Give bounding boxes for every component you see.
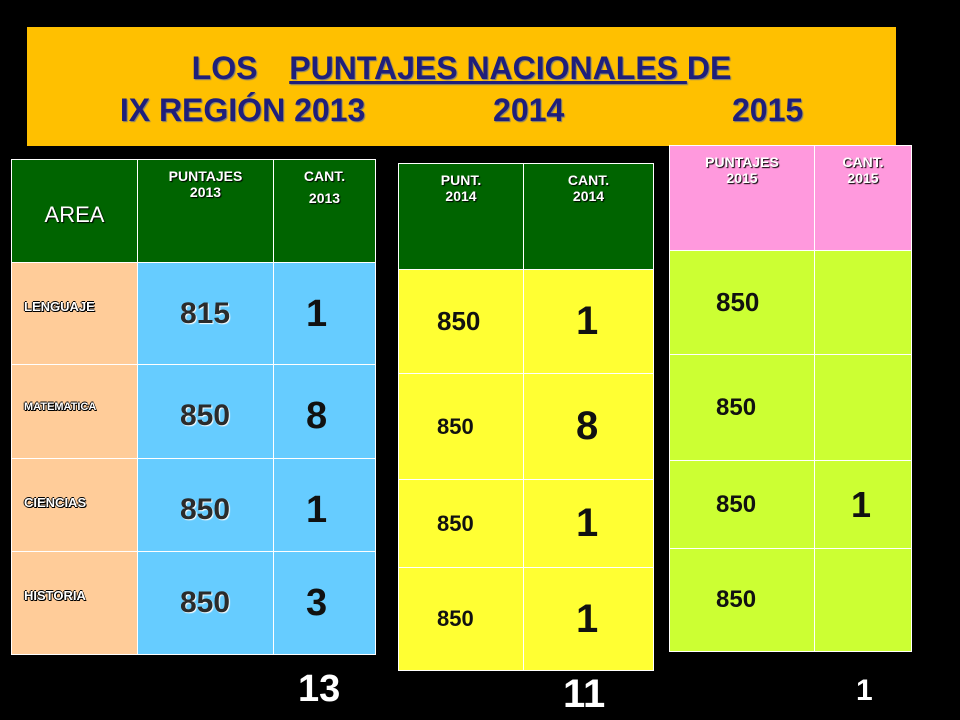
count-2013-header: CANT. 2013 xyxy=(273,159,376,263)
table-row: 850 8 xyxy=(398,373,654,480)
area-matematica: MATEMATICA xyxy=(11,364,138,459)
table-row: 850 1 xyxy=(398,479,654,568)
score-2013: 850 xyxy=(137,458,274,552)
title-puntajes-nacionales: PUNTAJES NACIONALES xyxy=(289,50,687,86)
score-2013-header: PUNTAJES 2013 xyxy=(137,159,274,263)
table-row: 850 1 xyxy=(398,269,654,374)
table-row: 850 xyxy=(669,548,912,652)
count-2015: 1 xyxy=(814,460,912,549)
count-2014: 1 xyxy=(523,269,654,374)
count-2015 xyxy=(814,250,912,355)
score-2015: 850 xyxy=(669,548,815,652)
table-row: 850 xyxy=(669,250,912,355)
count-2015 xyxy=(814,354,912,461)
score-2013: 850 xyxy=(137,364,274,459)
count-2013: 8 xyxy=(273,364,376,459)
count-2013: 3 xyxy=(273,551,376,655)
table-row: HISTORIA 850 3 xyxy=(11,551,376,655)
title-de: DE xyxy=(686,50,732,86)
score-2014: 850 xyxy=(398,269,524,374)
count-2015-header: CANT. 2015 xyxy=(814,145,912,251)
table-row: CIENCIAS 850 1 xyxy=(11,458,376,552)
table-2015: PUNTAJES 2015 CANT. 2015 850 850 850 1 8… xyxy=(669,145,912,652)
count-2014: 8 xyxy=(523,373,654,480)
table-2013: AREA PUNTAJES 2013 CANT. 2013 LENGUAJE 8… xyxy=(11,159,376,655)
title-banner xyxy=(27,27,896,146)
score-2013: 850 xyxy=(137,551,274,655)
total-2014: 11 xyxy=(563,672,606,716)
title-los: LOS xyxy=(191,50,258,86)
score-2015: 850 xyxy=(669,250,815,355)
count-2014-header: CANT. 2014 xyxy=(523,163,654,270)
count-2014: 1 xyxy=(523,479,654,568)
count-2015 xyxy=(814,548,912,652)
count-2014: 1 xyxy=(523,567,654,671)
table-row: 850 1 xyxy=(669,460,912,549)
title-line-1: LOS PUNTAJES NACIONALES DE xyxy=(27,50,896,86)
total-2015: 1 xyxy=(856,674,873,707)
title-line-2: IX REGIÓN 2013 2014 2015 xyxy=(27,92,896,128)
score-2015: 850 xyxy=(669,354,815,461)
area-header: AREA xyxy=(11,159,138,263)
title-2014: 2014 xyxy=(493,92,565,128)
title-region-2013: IX REGIÓN 2013 xyxy=(119,92,366,128)
area-lenguaje: LENGUAJE xyxy=(11,262,138,365)
table-row: 850 1 xyxy=(398,567,654,671)
count-2013: 1 xyxy=(273,458,376,552)
score-2013: 815 xyxy=(137,262,274,365)
score-2014: 850 xyxy=(398,567,524,671)
count-2013: 1 xyxy=(273,262,376,365)
area-ciencias: CIENCIAS xyxy=(11,458,138,552)
table-row: LENGUAJE 815 1 xyxy=(11,262,376,365)
table-2014: PUNT. 2014 CANT. 2014 850 1 850 8 850 1 … xyxy=(398,163,654,671)
area-historia: HISTORIA xyxy=(11,551,138,655)
score-2014: 850 xyxy=(398,479,524,568)
title-2015: 2015 xyxy=(732,92,804,128)
table-row: MATEMATICA 850 8 xyxy=(11,364,376,459)
score-2014-header: PUNT. 2014 xyxy=(398,163,524,270)
table-row: 850 xyxy=(669,354,912,461)
score-2015-header: PUNTAJES 2015 xyxy=(669,145,815,251)
score-2015: 850 xyxy=(669,460,815,549)
score-2014: 850 xyxy=(398,373,524,480)
total-2013: 13 xyxy=(298,668,341,710)
